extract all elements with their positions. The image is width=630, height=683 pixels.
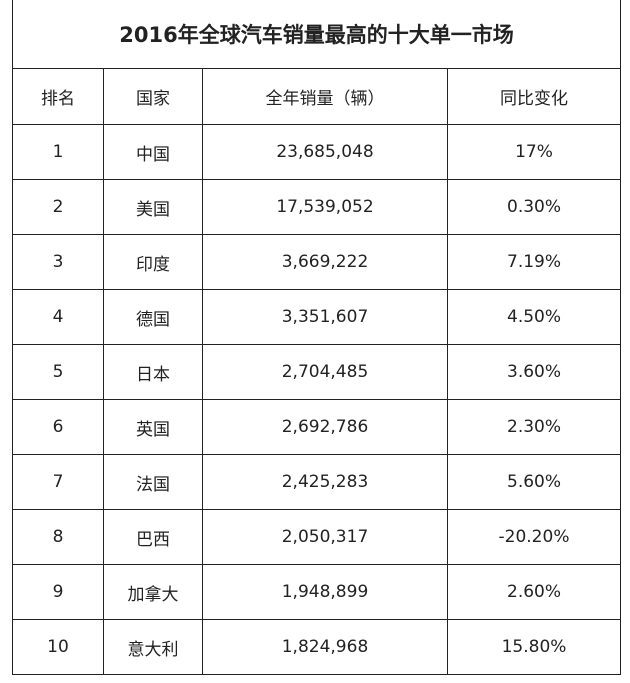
table-cell: 2,425,283 [202,454,448,510]
table-cell: 7 [12,454,104,510]
table-cell: 1,824,968 [202,619,448,675]
table-row: 1 中国 23,685,048 17% [12,124,622,180]
table-row: 10 意大利 1,824,968 15.80% [12,619,622,675]
table-cell: 8 [12,509,104,565]
table-cell: 6 [12,399,104,455]
table-cell: 加拿大 [103,564,203,620]
table-cell: 美国 [103,179,203,235]
table-cell: 3,669,222 [202,234,448,290]
title-row: 2016年全球汽车销量最高的十大单一市场 [11,0,622,69]
table-cell: 2,050,317 [202,509,448,565]
table-cell: 2,704,485 [202,344,448,400]
table-row: 2 美国 17,539,052 0.30% [12,179,622,235]
table-cell: 9 [12,564,104,620]
table-cell: 1,948,899 [202,564,448,620]
table-cell: 10 [12,619,104,675]
table-cell: 17,539,052 [202,179,448,235]
table-cell: 23,685,048 [202,124,448,180]
table-row: 6 英国 2,692,786 2.30% [12,399,622,455]
table-cell: 德国 [103,289,203,345]
table-cell: 法国 [103,454,203,510]
table-cell: 中国 [103,124,203,180]
table-row: 4 德国 3,351,607 4.50% [12,289,622,345]
header-cell: 国家 [103,68,203,125]
table-row: 8 巴西 2,050,317 -20.20% [12,509,622,565]
table-cell: 巴西 [103,509,203,565]
table-cell: 7.19% [446,234,622,290]
table-cell: 3,351,607 [202,289,448,345]
table-cell: 意大利 [103,619,203,675]
table-row: 5 日本 2,704,485 3.60% [12,344,622,400]
table-cell: 5.60% [446,454,622,510]
table-cell: 17% [446,124,622,180]
table-cell: -20.20% [446,509,622,565]
table-cell: 4 [12,289,104,345]
header-cell: 全年销量（辆） [202,68,448,125]
table-cell: 3 [12,234,104,290]
table-cell: 2,692,786 [202,399,448,455]
table-row: 9 加拿大 1,948,899 2.60% [12,564,622,620]
table-row: 7 法国 2,425,283 5.60% [12,454,622,510]
table-row: 3 印度 3,669,222 7.19% [12,234,622,290]
table-cell: 0.30% [446,179,622,235]
table-cell: 印度 [103,234,203,290]
table-cell: 2.30% [446,399,622,455]
header-cell: 排名 [12,68,104,125]
table-cell: 日本 [103,344,203,400]
table-body: 2016年全球汽车销量最高的十大单一市场 排名 国家 全年销量（辆） 同比变化 1 中国 2… [11,0,622,675]
table-cell: 15.80% [446,619,622,675]
table-cell: 2.60% [446,564,622,620]
table-cell: 4.50% [446,289,622,345]
table-cell: 3.60% [446,344,622,400]
table-cell: 5 [12,344,104,400]
table-cell: 1 [12,124,104,180]
header-cell: 同比变化 [446,68,622,125]
table-cell: 2 [12,179,104,235]
table-title: 2016年全球汽车销量最高的十大单一市场 [11,0,622,69]
header-row: 排名 国家 全年销量（辆） 同比变化 [12,68,622,125]
table-cell: 英国 [103,399,203,455]
sales-table: 2016年全球汽车销量最高的十大单一市场 排名 国家 全年销量（辆） 同比变化 1 中国 2… [11,0,622,675]
